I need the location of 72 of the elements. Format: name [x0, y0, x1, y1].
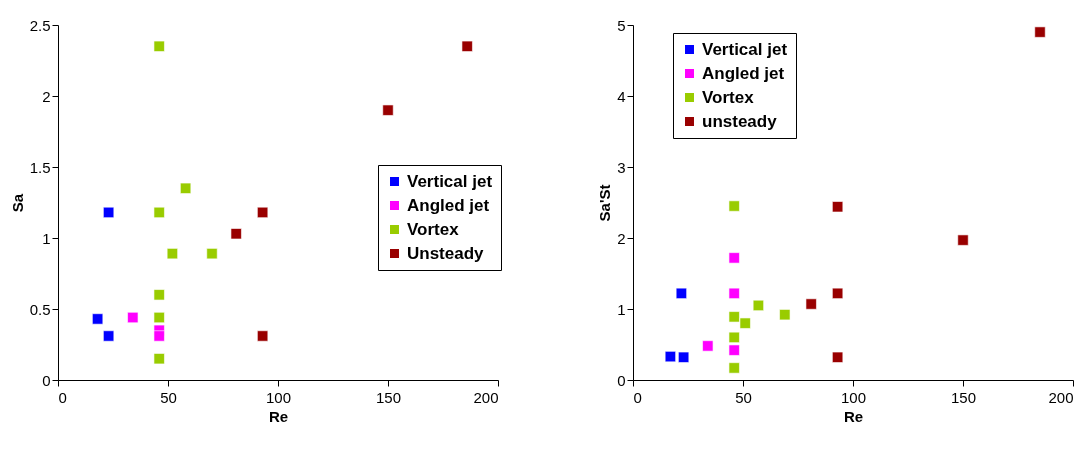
point — [739, 317, 751, 329]
point — [180, 182, 192, 194]
y-axis-title: Sa'St — [596, 184, 614, 222]
point — [153, 330, 165, 342]
x-tick-label: 50 — [735, 388, 752, 406]
point — [206, 248, 218, 260]
point — [257, 330, 269, 342]
point — [461, 40, 473, 52]
point — [382, 104, 394, 116]
point — [728, 344, 740, 356]
legend-label: Vortex — [702, 87, 755, 107]
point — [92, 313, 104, 325]
point — [728, 311, 740, 323]
point — [153, 353, 165, 365]
point — [728, 252, 740, 264]
y-tick-label: 3 — [617, 158, 626, 176]
point — [103, 206, 115, 218]
x-tick-label: 0 — [58, 388, 67, 406]
point — [832, 201, 844, 213]
y-tick-label: 5 — [617, 16, 626, 34]
y-tick-label: 4 — [617, 87, 626, 105]
point — [675, 287, 687, 299]
y-tick-label: 2 — [617, 229, 626, 247]
x-tick-label: 100 — [265, 388, 292, 406]
point — [752, 299, 764, 311]
point — [678, 351, 690, 363]
point — [779, 309, 791, 321]
x-tick-label: 0 — [633, 388, 642, 406]
point — [728, 287, 740, 299]
point — [728, 331, 740, 343]
point — [957, 234, 969, 246]
legend-label: Vertical jet — [702, 39, 788, 59]
x-tick-label: 150 — [375, 388, 402, 406]
y-tick-label: 0.5 — [29, 300, 51, 318]
x-axis-title: Re — [843, 407, 864, 425]
point — [832, 351, 844, 363]
point — [805, 298, 817, 310]
y-tick-label: 1 — [617, 300, 626, 318]
legend-label: Vortex — [407, 219, 460, 239]
point — [127, 311, 139, 324]
legend-label: unsteady — [702, 111, 778, 131]
point — [230, 228, 242, 240]
legend-label: Unsteady — [407, 243, 485, 263]
y-tick-label: 0 — [617, 371, 626, 389]
x-tick-label: 150 — [950, 388, 977, 406]
point — [728, 200, 740, 212]
legend-label: Angled jet — [702, 63, 785, 83]
y-tick-label: 1.5 — [29, 158, 51, 176]
point — [166, 248, 178, 260]
x-tick-label: 200 — [1048, 388, 1074, 406]
y-axis-title: Sa — [8, 193, 26, 213]
point — [702, 340, 714, 352]
point — [153, 311, 165, 324]
y-tick-label: 1 — [42, 229, 51, 247]
x-tick-label: 100 — [840, 388, 867, 406]
point — [153, 40, 165, 52]
point — [728, 362, 740, 374]
y-tick-label: 2.5 — [29, 16, 51, 34]
x-tick-label: 50 — [160, 388, 177, 406]
point — [664, 351, 676, 363]
y-tick-label: 0 — [42, 371, 51, 389]
point — [257, 206, 269, 218]
legend-label: Vertical jet — [407, 171, 493, 191]
legend-label: Angled jet — [407, 195, 490, 215]
point — [153, 206, 165, 218]
x-axis-title: Re — [268, 407, 289, 425]
point — [1034, 26, 1046, 38]
point — [832, 287, 844, 299]
y-tick-label: 2 — [42, 87, 51, 105]
point — [153, 289, 165, 301]
point — [103, 330, 115, 342]
x-tick-label: 200 — [473, 388, 499, 406]
